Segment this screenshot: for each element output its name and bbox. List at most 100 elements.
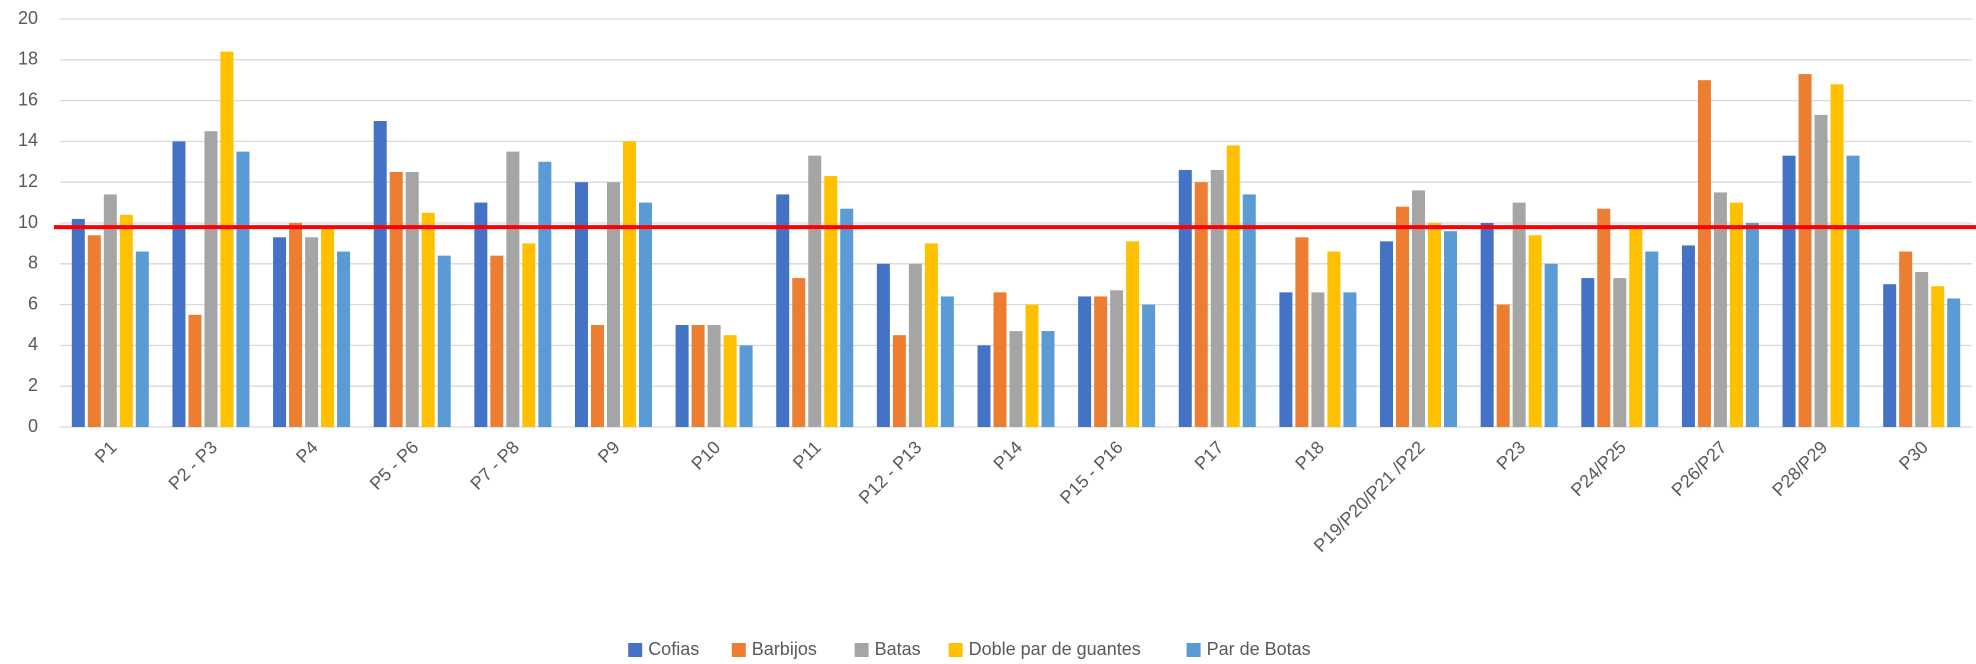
bar [638,202,652,427]
bar [1629,229,1643,427]
bar [1697,80,1711,427]
x-tick-label: P2 - P3 [165,437,222,494]
bar [1041,331,1055,427]
legend: Cofias Barbijos Batas Doble par de guantes P… [628,639,1311,659]
x-tick-label: P7 - P8 [466,437,523,494]
bar [1194,182,1208,427]
bar [1242,194,1256,427]
bar [876,263,890,427]
bar [1343,292,1357,427]
bar [574,182,588,427]
legend-label: Cofias [648,639,699,659]
bar [1645,251,1659,427]
bar [1846,155,1860,427]
bar [103,194,117,427]
bar [723,335,737,427]
bar [1782,155,1796,427]
bar [1745,223,1759,427]
bar [204,131,218,427]
bar [622,141,636,427]
x-tick-label: P28/P29 [1768,437,1831,500]
bar [707,325,721,427]
bar [892,335,906,427]
y-tick-label: 14 [18,130,38,150]
y-tick-label: 16 [18,89,38,109]
bar [538,161,552,428]
y-tick-label: 2 [28,375,38,395]
legend-swatch [948,643,963,657]
x-tick-label: P4 [292,437,322,467]
bar [405,172,419,427]
bar [1899,251,1913,427]
y-tick-label: 4 [28,334,38,354]
y-tick-label: 6 [28,293,38,313]
y-tick-label: 18 [18,49,38,69]
y-tick-label: 0 [28,416,38,436]
legend-swatch [854,643,869,657]
bar [373,121,387,427]
x-tick-label: P15 - P16 [1056,437,1127,508]
bar [188,314,202,427]
x-tick-label: P11 [789,437,825,473]
legend-label: Barbijos [752,639,817,659]
bar [1613,278,1627,427]
bar [135,251,149,427]
bar [940,296,954,427]
bar [1226,145,1240,428]
bar [1597,208,1611,427]
bar [590,325,604,427]
x-tick-label: P26/P27 [1668,437,1731,500]
x-tick-label: P24/P25 [1567,437,1630,500]
bar [1412,190,1426,427]
bar [474,202,488,427]
legend-swatch [731,643,746,657]
bar [691,325,705,427]
bar [437,255,451,427]
bar [1947,298,1961,427]
x-tick-label: P10 [688,437,725,474]
bar [675,325,689,427]
bar [1178,169,1192,427]
bar [1126,241,1140,427]
bar [1142,304,1156,427]
bar [1009,331,1023,427]
bar [1094,296,1108,427]
bar [1444,231,1458,427]
bar [1931,286,1945,427]
bar [1110,290,1124,427]
bar [1528,235,1542,427]
bar [1496,304,1510,427]
x-tick-label: P19/P20/P21 /P22 [1310,437,1429,556]
bar [739,345,753,427]
bar [1396,206,1410,427]
bar [1581,278,1595,427]
bar [1814,114,1828,427]
bar [908,263,922,427]
bar [1327,251,1341,427]
x-tick-label: P18 [1291,437,1328,474]
bar [1078,296,1092,427]
x-tick-label: P5 - P6 [366,437,423,494]
bar [337,251,351,427]
bar [1025,304,1039,427]
x-tick-label: P30 [1895,437,1932,474]
bar [840,208,854,427]
bar [1380,241,1394,427]
y-tick-label: 8 [28,253,38,273]
bar [236,151,250,427]
bar [1798,74,1812,427]
bar [71,218,85,427]
bar [1544,263,1558,427]
bar [924,243,938,427]
bar [1428,223,1442,427]
x-tick-label: P12 - P13 [855,437,926,508]
bar [1480,223,1494,427]
bar [1210,169,1224,427]
bar [220,51,234,427]
bar [273,237,287,427]
legend-label: Par de Botas [1207,639,1311,659]
bar [522,243,536,427]
bar [1915,271,1929,427]
bar [824,176,838,427]
